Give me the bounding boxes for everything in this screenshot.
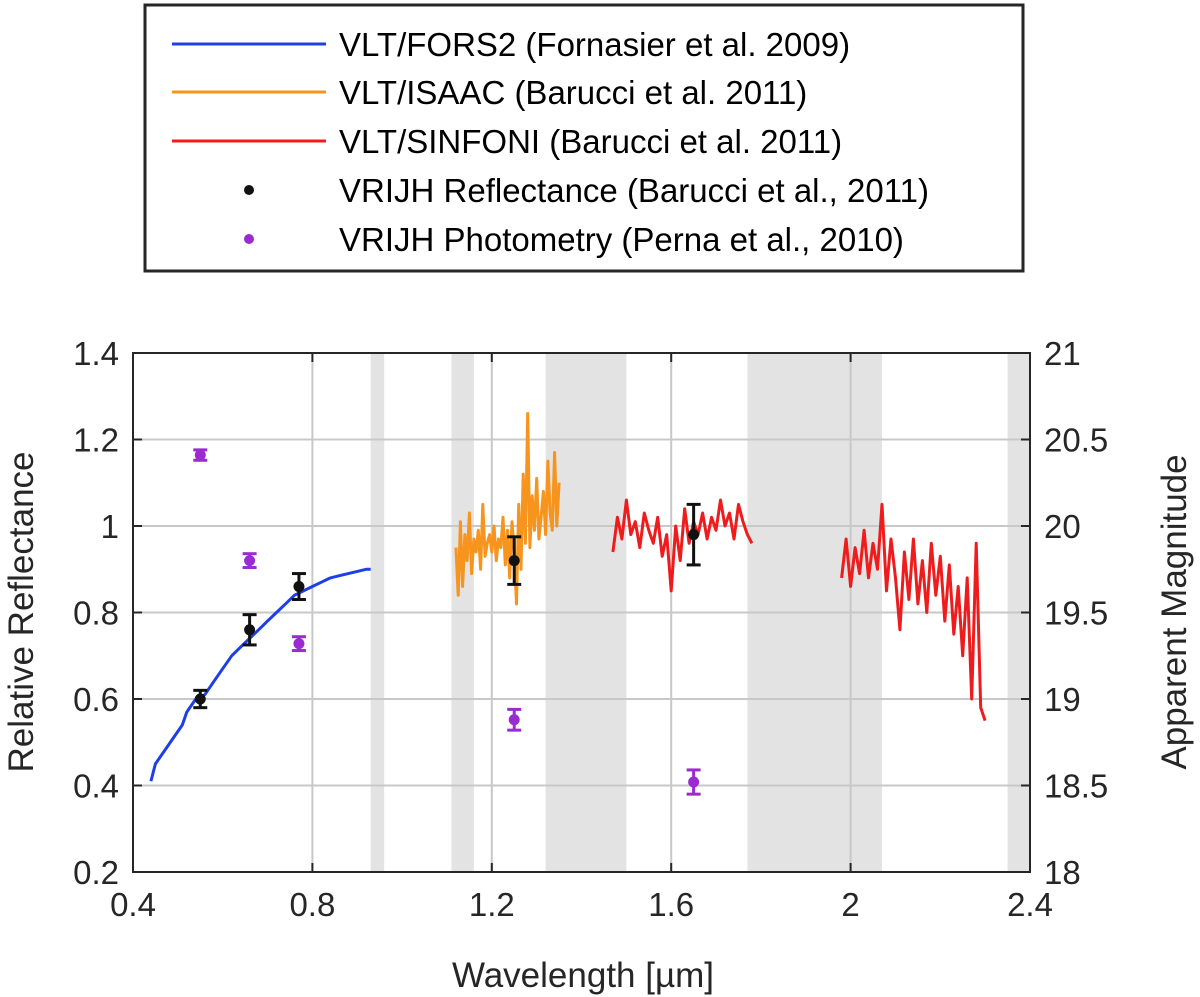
data-point — [688, 776, 700, 788]
series-2 — [611, 498, 987, 722]
legend-label-isaac: VLT/ISAAC (Barucci et al. 2011) — [339, 74, 807, 111]
legend-entry-reflectance: VRIJH Reflectance (Barucci et al., 2011) — [244, 172, 929, 209]
x-tick-label: 0.8 — [289, 886, 335, 923]
y-tick-label: 0.8 — [73, 595, 119, 632]
legend-entry-isaac: VLT/ISAAC (Barucci et al. 2011) — [172, 74, 807, 111]
series-3 — [193, 502, 701, 710]
data-point — [194, 693, 206, 705]
x-tick-label: 1.6 — [648, 886, 694, 923]
data-point — [293, 581, 305, 593]
y2-tick-label: 20 — [1044, 508, 1081, 545]
y2-tick-label: 20.5 — [1044, 422, 1108, 459]
legend-entry-photometry: VRIJH Photometry (Perna et al., 2010) — [244, 221, 904, 258]
y-tick-label: 1 — [101, 508, 119, 545]
legend-label-sinfoni: VLT/SINFONI (Barucci et al. 2011) — [339, 123, 842, 160]
y-tick-label: 1.2 — [73, 422, 119, 459]
legend-entry-fors2: VLT/FORS2 (Fornasier et al. 2009) — [172, 26, 850, 63]
legend-label-reflectance: VRIJH Reflectance (Barucci et al., 2011) — [339, 172, 929, 209]
axis-ticks: 0.4 0.8 1.2 1.6 2 2.40.20.40.60.811.21.41818.… — [73, 335, 1108, 923]
y2-tick-label: 21 — [1044, 335, 1081, 372]
y-tick-label: 0.6 — [73, 681, 119, 718]
x-tick-label: 1.2 — [469, 886, 515, 923]
legend-box — [143, 3, 1025, 273]
series-4 — [193, 448, 701, 796]
series-line-0 — [149, 567, 371, 782]
data-point — [194, 449, 206, 461]
data-point — [508, 714, 520, 726]
y-tick-label: 1.4 — [73, 335, 119, 372]
legend-marker-photometry — [244, 234, 254, 244]
x-tick-label: 0.4 — [110, 886, 156, 923]
series-0 — [149, 567, 371, 782]
y-axis-title: Relative Reflectance — [2, 452, 41, 773]
y-tick-label: 0.4 — [73, 768, 119, 805]
x-axis-title: Wavelength [µm] — [452, 956, 714, 995]
legend: VLT/FORS2 (Fornasier et al. 2009) VLT/IS… — [143, 3, 1025, 273]
data-point — [508, 555, 520, 567]
data-point — [244, 555, 256, 567]
y2-tick-label: 18 — [1044, 854, 1081, 891]
x-tick-label: 2.4 — [1007, 886, 1053, 923]
y2-axis-title: Apparent Magnitude — [1155, 454, 1194, 769]
y2-tick-label: 19 — [1044, 681, 1081, 718]
data-series — [149, 412, 987, 796]
data-point — [293, 638, 305, 650]
series-1 — [454, 412, 561, 606]
y-tick-label: 0.2 — [73, 854, 119, 891]
data-point — [244, 624, 256, 636]
legend-marker-reflectance — [244, 185, 254, 195]
x-tick-label: 2 — [841, 886, 859, 923]
series-line-2 — [611, 498, 987, 722]
y2-tick-label: 18.5 — [1044, 768, 1108, 805]
legend-label-fors2: VLT/FORS2 (Fornasier et al. 2009) — [339, 26, 850, 63]
data-point — [688, 529, 700, 541]
legend-label-photometry: VRIJH Photometry (Perna et al., 2010) — [339, 221, 904, 258]
series-line-1 — [454, 412, 561, 606]
y2-tick-label: 19.5 — [1044, 595, 1108, 632]
legend-entry-sinfoni: VLT/SINFONI (Barucci et al. 2011) — [172, 123, 842, 160]
